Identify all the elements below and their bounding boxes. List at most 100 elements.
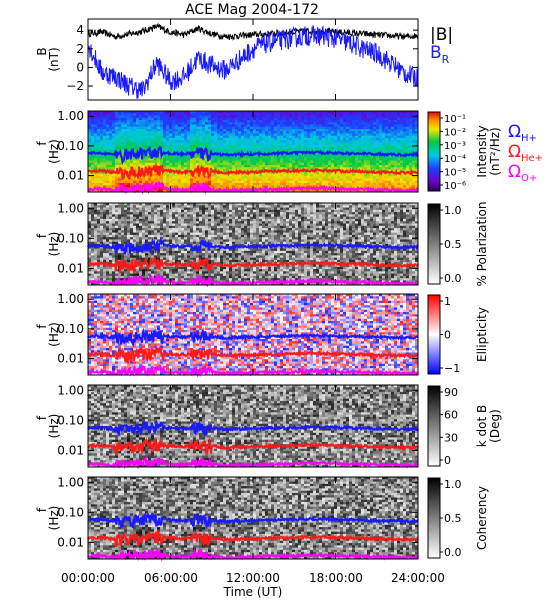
spectrogram-cell bbox=[133, 209, 137, 213]
spectrogram-cell bbox=[109, 214, 113, 218]
spectrogram-cell bbox=[103, 209, 107, 213]
spectrogram-cell bbox=[109, 259, 113, 263]
spectrogram-cell bbox=[157, 225, 161, 229]
spectrogram-cell bbox=[100, 232, 104, 236]
spectrogram-cell bbox=[91, 223, 95, 227]
spectrogram-cell bbox=[88, 225, 92, 229]
spectrogram-cell bbox=[103, 230, 107, 234]
spectrogram-cell bbox=[115, 214, 119, 218]
spectrogram-cell bbox=[127, 253, 131, 256]
spectrogram-cell bbox=[97, 266, 101, 270]
spectrogram-cell bbox=[103, 275, 107, 279]
spectrogram-cell bbox=[97, 209, 101, 213]
spectrogram-cell bbox=[166, 212, 170, 215]
spectrogram-cell bbox=[115, 255, 119, 259]
spectrogram-cell bbox=[118, 223, 122, 227]
spectrogram-cell bbox=[160, 232, 164, 236]
spectrogram-cell bbox=[130, 255, 134, 259]
spectrogram-cell bbox=[145, 230, 149, 234]
spectrogram-cell bbox=[103, 212, 107, 215]
spectrogram-cell bbox=[115, 221, 119, 224]
spectrogram-cell bbox=[124, 232, 128, 236]
spectrogram-cell bbox=[97, 218, 101, 222]
spectrogram-cell bbox=[109, 225, 113, 229]
spectrogram-cell bbox=[121, 255, 125, 259]
spectrogram-cell bbox=[103, 234, 107, 238]
spectrogram-cell bbox=[118, 225, 122, 229]
spectrogram-cell bbox=[103, 253, 107, 256]
spectrogram-cell bbox=[148, 234, 152, 238]
spectrogram-cell bbox=[142, 232, 146, 236]
spectrogram-cell bbox=[106, 234, 110, 238]
spectrogram-cell bbox=[154, 214, 158, 218]
spectrogram-cell bbox=[133, 232, 137, 236]
spectrogram-cell bbox=[124, 223, 128, 227]
spectrogram-cell bbox=[124, 209, 128, 213]
y-tick-label: 0.01 bbox=[57, 169, 84, 183]
spectrogram-cell bbox=[142, 212, 146, 215]
spectrogram-cell bbox=[163, 253, 167, 256]
spectrogram-cell bbox=[106, 232, 110, 236]
spectrogram-cell bbox=[148, 230, 152, 234]
spectrogram-cell bbox=[100, 239, 104, 243]
spectrogram-cell bbox=[118, 239, 122, 243]
spectrogram-cell bbox=[118, 230, 122, 234]
spectrogram-cell bbox=[127, 259, 131, 263]
spectrogram-cell bbox=[91, 230, 95, 234]
spectrogram-cell bbox=[151, 232, 155, 236]
spectrogram-cell bbox=[145, 225, 149, 229]
spectrogram-cell bbox=[130, 230, 134, 234]
spectrogram-cell bbox=[91, 225, 95, 229]
y-tick-label: 0.10 bbox=[57, 139, 84, 153]
y-tick-label: 2 bbox=[76, 42, 84, 56]
spectrogram-cell bbox=[91, 259, 95, 263]
spectrogram-cell bbox=[154, 221, 158, 224]
spectrogram-cell bbox=[151, 266, 155, 270]
spectrogram-cell bbox=[157, 255, 161, 259]
spectrogram-cell bbox=[94, 205, 98, 208]
spectrogram-cell bbox=[139, 225, 143, 229]
spectrogram-cell bbox=[136, 205, 140, 208]
spectrogram-cell bbox=[100, 266, 104, 270]
spectrogram-cell bbox=[130, 253, 134, 256]
spectrogram-cell bbox=[94, 209, 98, 213]
spectrogram-cell bbox=[112, 259, 116, 263]
spectrogram-cell bbox=[112, 241, 116, 245]
gyro-legend-he: ΩHe+ bbox=[508, 142, 543, 164]
spectrogram-cell bbox=[118, 212, 122, 215]
spectrogram-cell bbox=[94, 266, 98, 270]
spectrogram-cell bbox=[151, 225, 155, 229]
spectrogram-cell bbox=[136, 230, 140, 234]
spectrogram-cell bbox=[91, 209, 95, 213]
spectrogram-cell bbox=[139, 205, 143, 208]
spectrogram-cell bbox=[157, 253, 161, 256]
spectrogram-cell bbox=[100, 230, 104, 234]
spectrogram-cell bbox=[88, 275, 92, 279]
spectrogram-cell bbox=[112, 218, 116, 222]
spectrogram-cell bbox=[106, 225, 110, 229]
spectrogram-cell bbox=[160, 271, 164, 275]
y-axis-unit: (nT) bbox=[47, 47, 61, 71]
spectrogram-cell bbox=[145, 209, 149, 213]
spectrogram-cell bbox=[148, 205, 152, 208]
spectrogram-cell bbox=[103, 250, 107, 254]
spectrogram-cell bbox=[136, 255, 140, 259]
spectrogram-cell bbox=[124, 275, 128, 279]
spectrogram-cell bbox=[166, 214, 170, 218]
spectrogram-cell bbox=[127, 225, 131, 229]
spectrogram-cell bbox=[106, 255, 110, 259]
spectrogram-cell bbox=[121, 221, 125, 224]
legend-b-mag: |B| bbox=[430, 25, 453, 45]
spectrogram-cell bbox=[130, 209, 134, 213]
spectrogram-cell bbox=[136, 241, 140, 245]
spectrogram-cell bbox=[148, 221, 152, 224]
spectrogram-cell bbox=[109, 209, 113, 213]
spectrogram-cell bbox=[88, 209, 92, 213]
spectrogram-cell bbox=[133, 225, 137, 229]
spectrogram-cell bbox=[97, 275, 101, 279]
spectrogram-cell bbox=[91, 275, 95, 279]
spectrogram-cell bbox=[160, 250, 164, 254]
spectrogram-cell bbox=[148, 212, 152, 215]
spectrogram-cell bbox=[91, 271, 95, 275]
spectrogram-cell bbox=[115, 230, 119, 234]
